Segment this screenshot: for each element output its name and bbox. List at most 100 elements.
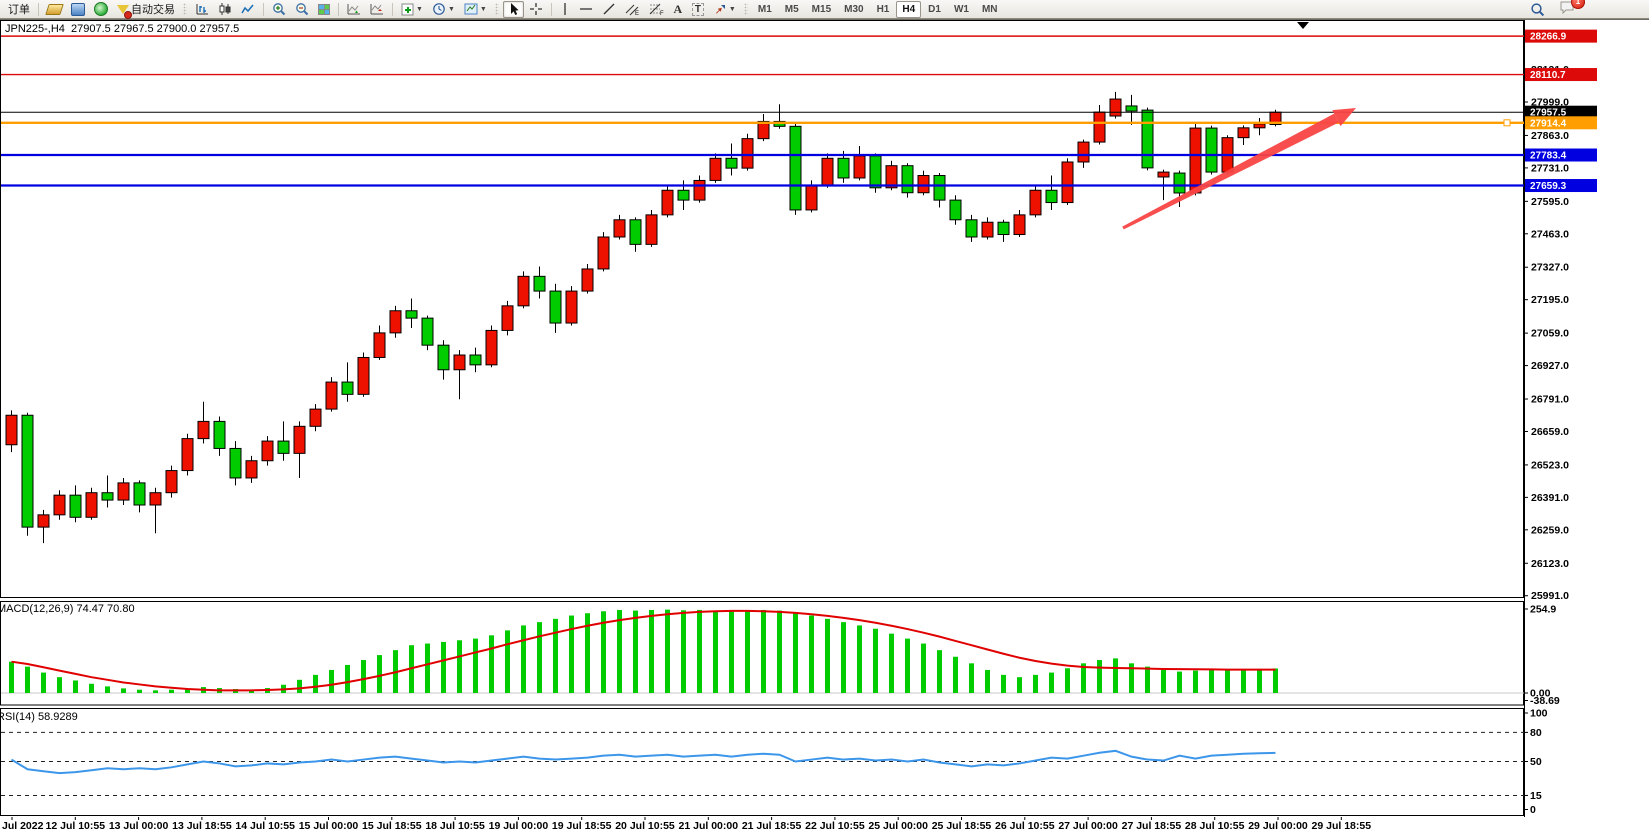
horizontal-line-button[interactable] [575,1,597,18]
timeframe-w1-button[interactable]: W1 [948,1,975,18]
main-panel-frame [0,20,1524,598]
macd-histogram-bar [521,625,526,693]
candle [565,290,578,324]
signals-button[interactable] [90,1,112,18]
time-tick-label: 20 Jul 10:55 [615,820,675,832]
candle [437,344,450,371]
macd-panel: 254.9 0.00-38.69 [1,603,1560,707]
notification-badge[interactable]: 1 [1571,0,1585,9]
trendline-button[interactable] [598,1,620,18]
timeframe-h1-button[interactable]: H1 [871,1,896,18]
price-badge-label: 28266.9 [1530,32,1567,43]
chart-shift-button[interactable] [366,1,388,18]
candle [677,189,690,201]
macd-histogram-bar [617,609,622,693]
timeframe-m15-button[interactable]: M15 [806,1,837,18]
dropdown-caret-icon: ▼ [416,5,423,13]
text-label-button[interactable]: T [688,1,708,18]
macd-panel-frame [0,601,1524,706]
candle [549,290,562,324]
macd-histogram-bar [729,611,734,693]
crosshair-icon [529,3,542,15]
zoom-out-button[interactable] [291,1,313,18]
chart-shift-marker [1297,22,1309,29]
chart-bars-button[interactable] [191,1,213,18]
text-tool-icon: A [673,1,683,16]
metaeditor-icon [71,2,85,16]
macd-histogram-bar [121,688,126,693]
svg-text:E: E [635,11,639,16]
text-button[interactable]: A [669,1,687,18]
candle [373,332,386,358]
price-badge [1525,29,1597,43]
toolbar-grip [743,3,748,15]
timeframe-h4-button[interactable]: H4 [896,0,922,18]
arrows-button[interactable]: ▼ [709,1,740,18]
fibonacci-button[interactable]: F [645,1,668,18]
macd-histogram-bar [569,615,574,693]
auto-scroll-button[interactable] [343,1,365,18]
trend-arrow-head [1332,108,1356,127]
toolbar-grip [183,3,187,15]
candle [981,221,994,238]
candle [469,354,482,366]
timeframe-d1-button[interactable]: D1 [922,1,947,18]
macd-histogram-bar [1129,663,1134,693]
candle [1013,214,1026,236]
macd-signal-line [11,609,1276,692]
vertical-line-icon [564,3,566,15]
toolbar-grip [494,3,499,15]
new-order-button[interactable]: 订单 [4,1,34,18]
candle [309,408,322,427]
candle [917,175,930,194]
candle [613,219,626,238]
candle [949,199,962,221]
candle [229,447,242,479]
timeframe-mn-button[interactable]: MN [976,1,1004,18]
rsi-line [10,749,1276,775]
price-badge [1525,179,1597,193]
rsi-scale-label: 0 [1530,804,1536,816]
price-badge [1525,105,1597,119]
timeframe-m1-button[interactable]: M1 [752,1,778,18]
timeframe-m30-button[interactable]: M30 [838,1,869,18]
macd-histogram-bar [345,664,350,693]
time-tick-label: 21 Jul 00:00 [679,820,739,832]
crosshair-button[interactable] [525,1,547,18]
tile-windows-button[interactable] [314,1,334,18]
timeframe-m5-button[interactable]: M5 [779,1,805,18]
candle [325,381,338,410]
time-tick-label: 29 Jul 00:00 [1248,820,1308,832]
autotrading-label: 自动交易 [131,4,175,16]
line-chart-icon [241,4,254,14]
macd-histogram-bar [841,622,846,693]
chart-candles-button[interactable] [214,1,236,18]
candle [293,425,306,454]
chart-line-button[interactable] [237,1,259,18]
periods-button[interactable]: ▼ [428,1,459,18]
trend-arrow-shaft [1122,113,1339,230]
cursor-button[interactable] [502,0,524,18]
timeframe-group: M1 M5 M15 M30 H1 H4 D1 W1 MN [752,0,1004,18]
search-button[interactable] [1526,1,1549,18]
trendline-icon [603,3,615,15]
market-watch-button[interactable] [43,1,66,18]
price-axis-ticks: 28131.027999.027863.027731.027595.027463… [1524,64,1569,602]
macd-histogram-bar [169,689,174,693]
autotrading-button[interactable]: 自动交易 [113,1,179,19]
macd-histogram-bar [665,609,670,693]
candle [37,514,50,528]
channel-button[interactable]: E [621,1,644,18]
metaeditor-button[interactable] [67,1,89,18]
vertical-line-button[interactable] [556,1,574,18]
macd-histogram-bar [937,650,942,693]
fibonacci-icon: F [649,3,664,16]
zoom-in-button[interactable] [268,1,290,18]
search-icon [1531,2,1545,16]
templates-button[interactable]: ▼ [460,1,491,18]
macd-histogram-bar [649,609,654,693]
zoom-in-icon [273,3,286,16]
candle [1173,172,1186,194]
indicators-button[interactable]: ▼ [397,1,427,18]
